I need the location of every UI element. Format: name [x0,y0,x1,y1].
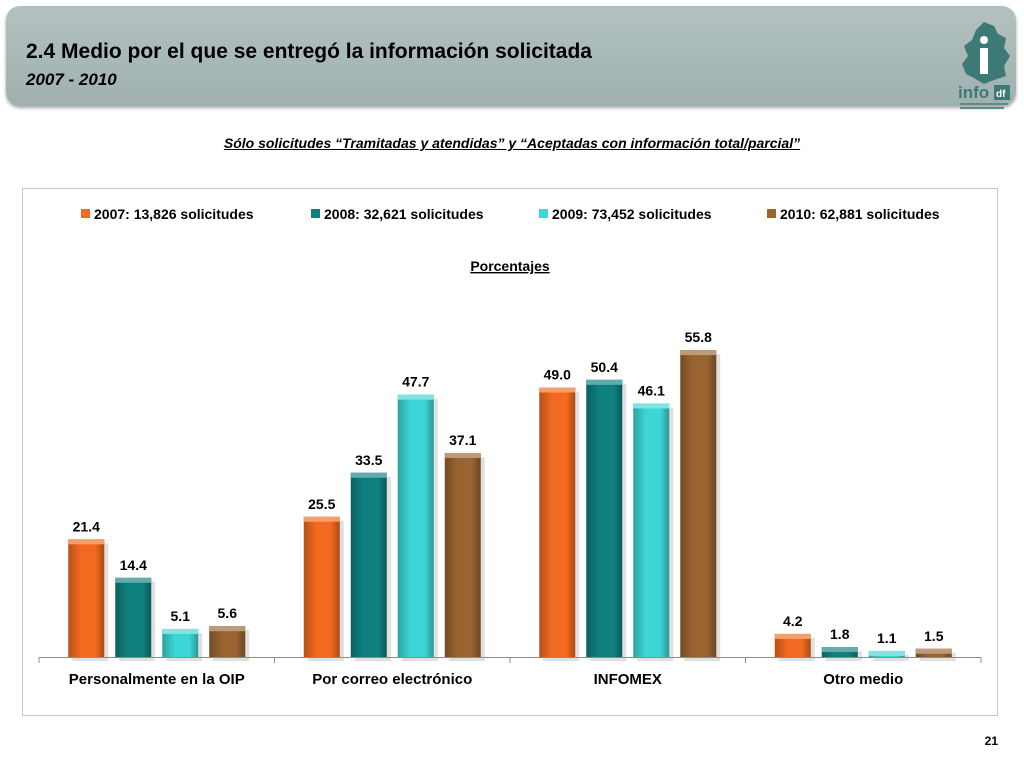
data-label: 47.7 [402,374,429,390]
logo-text: info [958,83,989,102]
data-label: 1.5 [924,628,944,644]
data-label: 14.4 [120,557,147,573]
x-tick-label: Otro medio [823,671,903,688]
data-label: 55.8 [685,329,712,345]
bar-cap [209,626,246,632]
bar-cap [397,394,434,400]
legend-label: 2010: 62,881 solicitudes [780,206,940,222]
bar-cap [868,650,905,656]
bar-cap [303,516,340,522]
data-label: 46.1 [638,382,665,398]
chart-frame: 2007: 13,826 solicitudes 2008: 32,621 sol… [22,188,998,716]
bar [397,394,434,657]
bar-cap [633,403,670,409]
data-label: 1.8 [830,626,850,642]
logo-tagline-line [960,103,1008,105]
bar-chart: 2007: 13,826 solicitudes 2008: 32,621 sol… [38,206,982,688]
page-title: 2.4 Medio por el que se entregó la infor… [26,40,592,63]
data-label: 5.1 [171,608,191,624]
legend-item: 2007: 13,826 solicitudes [81,206,254,222]
selection-note: Sólo solicitudes “Tramitadas y atendidas… [223,135,801,151]
legend: 2007: 13,826 solicitudes 2008: 32,621 sol… [81,206,940,222]
legend-swatch [81,209,90,218]
chart-title: Porcentajes [470,258,550,274]
title-banner: 2.4 Medio por el que se entregó la infor… [6,6,1016,109]
legend-item: 2010: 62,881 solicitudes [767,206,940,222]
bar [633,403,670,657]
bar-cap [586,379,623,385]
x-tick-label: Personalmente en la OIP [69,671,245,688]
logo-badge-text: df [996,89,1006,100]
legend-swatch [767,209,776,218]
x-axis: Personalmente en la OIP Por correo electr… [38,657,982,688]
data-label: 21.4 [73,518,100,534]
bar [209,626,246,657]
bar-cap [539,387,576,393]
logo-badge-box [994,85,1010,100]
legend-swatch [311,209,320,218]
legend-label: 2009: 73,452 solicitudes [552,206,712,222]
data-label: 25.5 [308,496,335,512]
legend-label: 2008: 32,621 solicitudes [324,206,484,222]
bar-cap [915,648,952,654]
bar-cap [821,647,858,653]
legend-swatch [539,209,548,218]
legend-item: 2008: 32,621 solicitudes [311,206,484,222]
bar [444,452,481,657]
data-label: 4.2 [783,613,803,629]
bar-cap [350,472,387,478]
x-tick-label: INFOMEX [594,671,662,688]
bar [350,472,387,657]
data-label: 33.5 [355,452,382,468]
data-label: 50.4 [591,359,618,375]
legend-item: 2009: 73,452 solicitudes [539,206,712,222]
data-label: 49.0 [544,367,571,383]
data-label: 37.1 [449,432,476,448]
bar-cap [444,452,481,458]
bar [68,539,105,657]
bar-cap [680,350,717,356]
x-tick-label: Por correo electrónico [312,671,472,688]
page-subtitle: 2007 - 2010 [26,70,117,89]
logo-tagline-line [960,107,1004,109]
bar [586,379,623,657]
data-label: 5.6 [218,605,238,621]
data-label: 1.1 [877,630,897,646]
info-df-logo: info df [958,22,1010,109]
logo-i-stem [980,48,988,74]
logo-i-dot [980,36,988,44]
bar-cap [68,539,105,545]
bar [680,350,717,657]
bar [539,387,576,657]
legend-label: 2007: 13,826 solicitudes [94,206,254,222]
bar [303,516,340,657]
bar-cap [115,577,152,583]
bar-cap [774,633,811,639]
bar [774,633,811,657]
bars: 21.4 14.4 5.1 5.6 25.5 33.5 47.7 37.1 49.0 50.4 46… [68,329,956,661]
page-number: 21 [984,734,998,748]
bar [115,577,152,657]
bar-cap [162,628,199,634]
